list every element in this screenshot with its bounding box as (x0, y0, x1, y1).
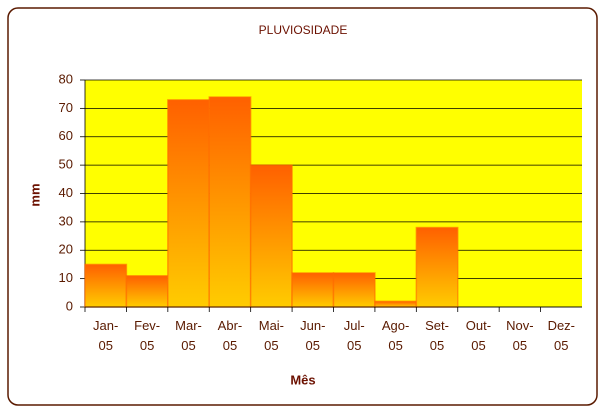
bar (291, 272, 335, 308)
x-tick-label: Mar-05 (175, 318, 202, 353)
x-tick-label: Ago-05 (382, 318, 409, 353)
y-tick-label: 10 (59, 270, 73, 285)
y-tick-label: 80 (59, 71, 73, 86)
bar (249, 164, 293, 308)
bar (125, 275, 169, 308)
x-tick-label: Mai-05 (259, 318, 284, 353)
y-axis-title: mm (27, 183, 42, 206)
x-axis-title: Mês (290, 372, 315, 387)
x-tick-label: Jun-05 (300, 318, 325, 353)
y-tick-label: 30 (59, 213, 73, 228)
x-tick-label: Dez-05 (548, 318, 575, 353)
bar (84, 263, 128, 308)
y-tick-label: 20 (59, 242, 73, 257)
y-tick-label: 60 (59, 128, 73, 143)
y-tick-label: 0 (66, 298, 73, 313)
bar (332, 272, 376, 308)
bar (415, 226, 459, 308)
bar (167, 99, 210, 308)
bar (374, 300, 418, 308)
y-tick-label: 40 (59, 185, 73, 200)
x-tick-label: Jul-05 (344, 318, 365, 353)
x-tick-label: Jan-05 (93, 318, 118, 353)
x-tick-label: Fev-05 (134, 318, 160, 353)
x-tick-label: Out-05 (466, 318, 491, 353)
y-tick-label: 50 (59, 157, 73, 172)
y-tick-label: 70 (59, 100, 73, 115)
x-tick-label: Set-05 (425, 318, 449, 353)
bar (208, 96, 252, 308)
x-tick-label: Nov-05 (506, 318, 533, 353)
chart-title: PLUVIOSIDADE (259, 23, 348, 37)
x-tick-label: Abr-05 (218, 318, 243, 353)
